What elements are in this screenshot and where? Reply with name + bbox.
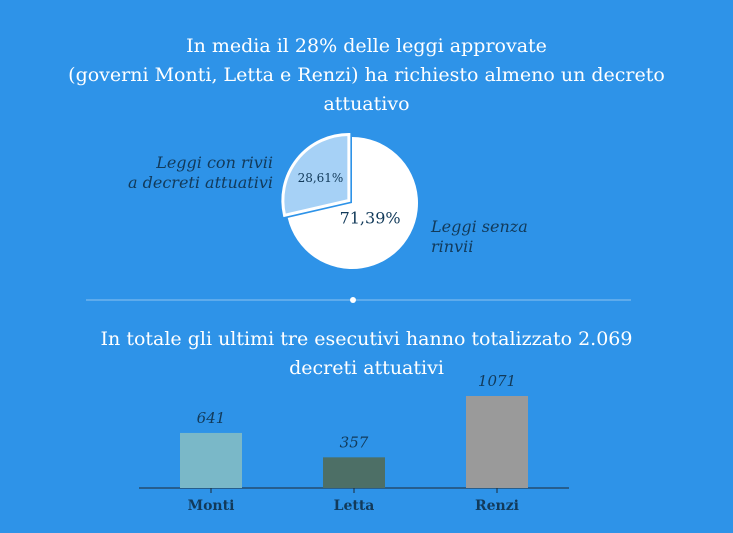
title-line: decreti attuativi	[289, 357, 444, 379]
bar-chart-title: In totale gli ultimi tre esecutivi hanno…	[0, 325, 733, 383]
title-line: (governi Monti, Letta e Renzi) ha richie…	[68, 64, 665, 86]
pie-chart-title: In media il 28% delle leggi approvate (g…	[0, 32, 733, 119]
divider-dot	[350, 297, 356, 303]
bar-chart: 641 Monti 357 Letta 1071 Renzi	[139, 372, 569, 514]
bar-value-label: 1071	[478, 372, 516, 390]
pie-label-with-decrees: Leggi con rivii a decreti attuativi	[128, 153, 273, 193]
pie-slice-label: 28,61%	[298, 171, 344, 185]
x-tick-label: Letta	[334, 498, 375, 514]
pie-slice-label: 71,39%	[340, 208, 401, 227]
section-divider	[86, 297, 631, 303]
x-tick-label: Renzi	[475, 498, 519, 514]
pie-label-line: a decreti attuativi	[128, 173, 273, 192]
bar-monti	[180, 432, 242, 488]
title-line: In totale gli ultimi tre esecutivi hanno…	[100, 328, 633, 350]
pie-label-line: rinvii	[431, 237, 474, 256]
bar-value-label: 641	[197, 409, 226, 427]
pie-label-line: Leggi senza	[431, 217, 528, 236]
bar-letta	[323, 457, 385, 488]
pie-slice-without-decrees	[287, 137, 419, 269]
pie-label-line: Leggi con rivii	[156, 153, 273, 172]
pie-label-without-decrees: Leggi senza rinvii	[431, 217, 528, 257]
bar-value-label: 357	[340, 433, 369, 451]
pie-chart: 28,61% 71,39%	[281, 133, 419, 269]
bar-renzi	[466, 396, 528, 488]
title-line: In media il 28% delle leggi approvate	[186, 35, 547, 57]
pie-slice-with-decrees	[281, 133, 351, 218]
title-line: attuativo	[323, 93, 410, 115]
x-tick-label: Monti	[188, 498, 235, 514]
